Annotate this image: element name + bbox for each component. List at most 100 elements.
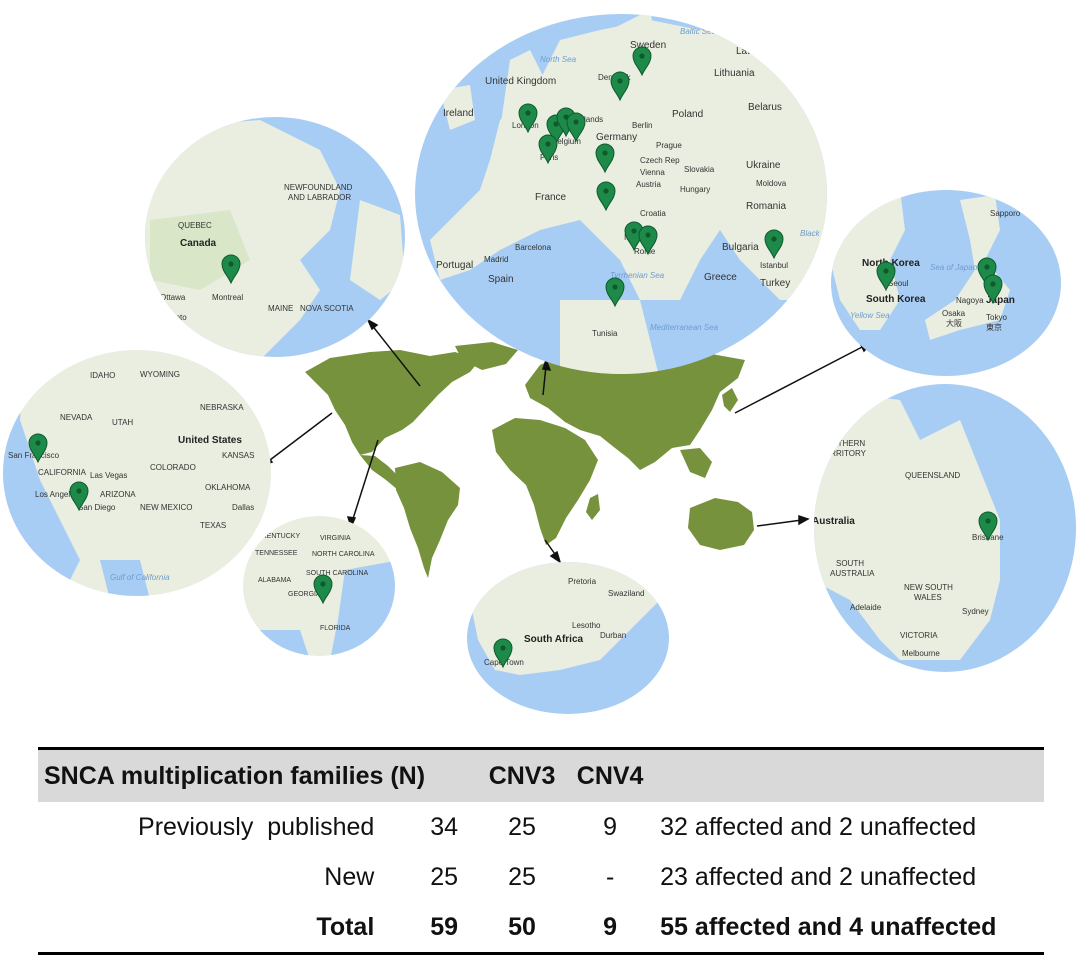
header-status xyxy=(654,749,1044,803)
label-istanbul: Istanbul xyxy=(760,261,788,270)
label-new-south: NEW SOUTH xyxy=(904,583,953,592)
table-row: Previously published 34 25 9 32 affected… xyxy=(38,802,1044,852)
label-australia: Australia xyxy=(812,516,855,527)
label-osaka: Osaka xyxy=(942,309,966,318)
map-inset-us-west: IDAHO WYOMING NEBRASKA NEVADA UTAH Unite… xyxy=(3,350,271,596)
header-cnv4: CNV4 xyxy=(576,761,644,790)
label-newfoundland: NEWFOUNDLAND xyxy=(284,183,353,192)
label-wales: WALES xyxy=(914,593,942,602)
row-status: 32 affected and 2 unaffected xyxy=(660,812,977,841)
label-united-kingdom: United Kingdom xyxy=(485,76,556,87)
label-pretoria: Pretoria xyxy=(568,577,597,586)
label-texas: TEXAS xyxy=(200,521,226,530)
label-yellow-sea: Yellow Sea xyxy=(850,311,890,320)
map-inset-canada: NEWFOUNDLAND AND LABRADOR QUEBEC Canada … xyxy=(145,117,405,357)
label-sapporo: Sapporo xyxy=(990,209,1021,218)
label-quebec: QUEBEC xyxy=(178,221,212,230)
row-label-text: Total xyxy=(316,912,375,941)
label-north-carolina: NORTH CAROLINA xyxy=(312,551,375,558)
label-territory: TERRITORY xyxy=(820,449,867,458)
north-america-shape xyxy=(305,350,480,455)
label-wyoming: WYOMING xyxy=(140,370,180,379)
label-melbourne: Melbourne xyxy=(902,649,940,658)
label-virginia: VIRGINIA xyxy=(320,535,351,542)
row-status: 55 affected and 4 unaffected xyxy=(660,912,997,941)
label-sydney: Sydney xyxy=(962,607,989,616)
australia-shape xyxy=(688,498,754,550)
row-label-text: Previously published xyxy=(138,812,375,841)
label-black-sea: Black xyxy=(800,229,821,238)
label-victoria: VICTORIA xyxy=(900,631,938,640)
label-south: SOUTH xyxy=(836,559,864,568)
label-tokyo-kanji: 東京 xyxy=(986,322,1002,332)
label-greece: Greece xyxy=(704,272,737,283)
row-n: 34 xyxy=(430,812,458,841)
label-ottawa: Ottawa xyxy=(160,293,186,302)
header-families: SNCA multiplication families (N) xyxy=(44,761,426,790)
label-sea-of-japan: Sea of Japan xyxy=(930,263,978,272)
label-toronto: Toronto xyxy=(160,313,187,322)
label-osaka-kanji: 大阪 xyxy=(946,318,962,328)
label-romania: Romania xyxy=(746,201,786,212)
label-alabama: ALABAMA xyxy=(258,577,291,584)
label-swaziland: Swaziland xyxy=(608,589,644,598)
row-cnv3: 25 xyxy=(508,812,536,841)
label-poland: Poland xyxy=(672,109,703,120)
label-rome: Rome xyxy=(634,247,656,256)
row-n: 25 xyxy=(430,862,458,891)
label-north-sea: North Sea xyxy=(540,55,577,64)
label-california: CALIFORNIA xyxy=(38,468,87,477)
south-america-shape xyxy=(395,462,460,578)
label-gulf-of-california: Gulf of California xyxy=(110,573,170,582)
label-croatia: Croatia xyxy=(640,209,666,218)
label-berlin: Berlin xyxy=(632,121,652,130)
madagascar-shape xyxy=(586,494,600,520)
label-labrador: AND LABRADOR xyxy=(288,193,351,202)
row-label: New 25 xyxy=(38,852,478,902)
label-tennessee: TENNESSEE xyxy=(255,550,298,557)
label-latvia: Latvia xyxy=(736,46,763,57)
label-belarus: Belarus xyxy=(748,102,782,113)
label-nagoya: Nagoya xyxy=(956,296,984,305)
label-moldova: Moldova xyxy=(756,179,787,188)
label-los-angeles: Los Angeles xyxy=(35,490,79,499)
map-inset-south-africa: Pretoria Swaziland Lesotho Durban South … xyxy=(467,562,669,714)
world-map-figure: NEWFOUNDLAND AND LABRADOR QUEBEC Canada … xyxy=(3,14,1076,714)
world-map xyxy=(305,342,754,578)
eurasia-shape xyxy=(525,348,745,470)
label-dallas: Dallas xyxy=(232,503,254,512)
label-kentucky: KENTUCKY xyxy=(262,533,300,540)
label-queensland: QUEENSLAND xyxy=(905,471,960,480)
map-inset-east-asia: Sapporo North Korea Sea of Japan Seoul S… xyxy=(831,190,1061,376)
label-montreal: Montreal xyxy=(212,293,243,302)
label-tyrrhenian-sea: Tyrrhenian Sea xyxy=(610,271,665,280)
map-inset-us-southeast: KENTUCKY VIRGINIA TENNESSEE NORTH CAROLI… xyxy=(243,516,395,656)
row-label: Previously published 34 xyxy=(38,802,478,852)
label-canada: Canada xyxy=(180,238,217,249)
label-vienna: Vienna xyxy=(640,168,665,177)
label-arizona: ARIZONA xyxy=(100,490,136,499)
table-header-row: SNCA multiplication families (N) CNV3 CN… xyxy=(38,748,1044,803)
label-south-africa: South Africa xyxy=(524,634,584,645)
label-durban: Durban xyxy=(600,631,626,640)
label-tunisia: Tunisia xyxy=(592,329,618,338)
label-oklahoma: OKLAHOMA xyxy=(205,483,251,492)
row-cnv3: 50 xyxy=(508,912,536,941)
row-n: 59 xyxy=(430,912,458,941)
label-utah: UTAH xyxy=(112,418,133,427)
label-kansas: KANSAS xyxy=(222,451,254,460)
label-colorado: COLORADO xyxy=(150,463,196,472)
table-row: New 25 25 - 23 affected and 2 unaffected xyxy=(38,852,1044,902)
snca-families-table: SNCA multiplication families (N) CNV3 CN… xyxy=(38,747,1044,955)
row-label-text: New xyxy=(324,862,375,891)
label-tokyo: Tokyo xyxy=(986,313,1007,322)
label-czech-rep: Czech Rep xyxy=(640,156,680,165)
label-ireland: Ireland xyxy=(443,108,474,119)
label-lesotho: Lesotho xyxy=(572,621,601,630)
label-lithuania: Lithuania xyxy=(714,68,755,79)
label-barcelona: Barcelona xyxy=(515,243,552,252)
label-austria: Austria xyxy=(636,180,661,189)
label-japan: Japan xyxy=(986,295,1015,306)
header-cnv3: CNV3 xyxy=(488,761,556,790)
label-maine: MAINE xyxy=(268,304,293,313)
